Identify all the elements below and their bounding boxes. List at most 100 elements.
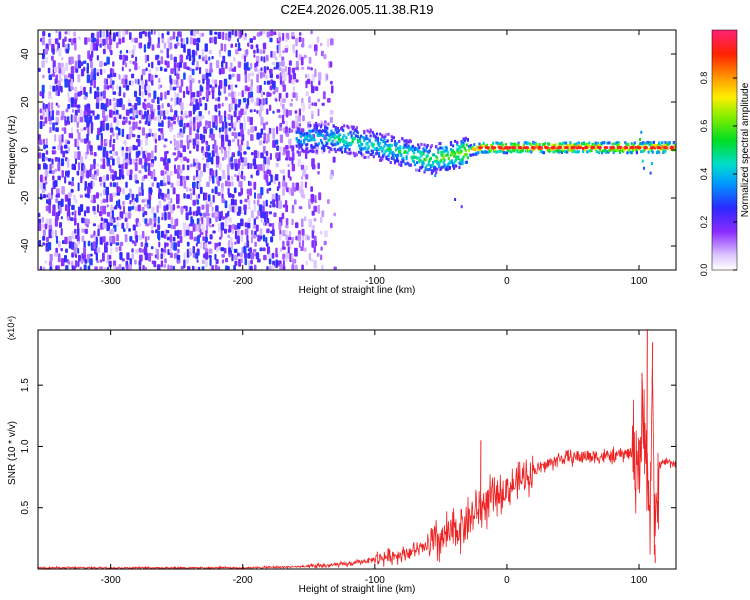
noise-cell (61, 66, 66, 76)
signal-cell (385, 132, 388, 136)
noise-cell (188, 252, 192, 256)
noise-cell (97, 204, 99, 213)
noise-cell (92, 223, 96, 227)
noise-cell (231, 228, 234, 234)
noise-cell (252, 248, 257, 253)
noise-cell (160, 170, 165, 176)
signal-cell (422, 152, 425, 156)
noise-cell (214, 31, 218, 35)
noise-cell (265, 74, 269, 80)
signal-cell (418, 169, 421, 172)
noise-cell (249, 163, 253, 169)
noise-cell (221, 67, 225, 75)
noise-cell (265, 237, 268, 244)
noise-cell (231, 181, 234, 187)
noise-cell (234, 132, 238, 139)
signal-cell (434, 165, 437, 169)
signal-cell (673, 143, 676, 147)
noise-cell (79, 266, 82, 270)
noise-cell (215, 121, 218, 128)
noise-cell (267, 246, 271, 255)
noise-cell (99, 236, 103, 245)
noise-cell (112, 144, 115, 153)
noise-cell (276, 199, 279, 209)
noise-cell (147, 63, 151, 68)
noise-cell (192, 97, 196, 103)
noise-cell (128, 120, 131, 125)
noise-cell (269, 204, 272, 208)
noise-cell (263, 56, 266, 63)
noise-cell (47, 158, 52, 162)
signal-cell (448, 160, 451, 164)
noise-cell (259, 132, 262, 139)
signal-cell (469, 144, 473, 148)
noise-cell (234, 260, 238, 266)
snr-multiplier: (x10⁴) (6, 316, 16, 340)
noise-cell (90, 61, 93, 69)
noise-cell (138, 260, 142, 266)
noise-cell (199, 84, 202, 93)
signal-cell (383, 144, 386, 148)
noise-cell (326, 74, 329, 80)
noise-cell (212, 230, 216, 234)
noise-cell (284, 230, 288, 234)
noise-cell (166, 230, 170, 234)
noise-cell (68, 181, 71, 185)
noise-cell (186, 66, 190, 71)
noise-cell (60, 247, 63, 252)
noise-cell (161, 33, 164, 40)
noise-cell (96, 55, 99, 61)
noise-cell (311, 74, 315, 82)
signal-cell (442, 165, 445, 169)
noise-cell (48, 38, 52, 46)
signal-cell (649, 171, 652, 175)
noise-cell (249, 265, 253, 270)
signal-cell (597, 144, 600, 147)
noise-cell (160, 157, 164, 162)
signal-cell (355, 153, 358, 157)
noise-cell (131, 133, 136, 138)
noise-cell (198, 234, 201, 238)
noise-cell (47, 67, 51, 74)
signal-cell (390, 156, 393, 160)
noise-cell (79, 90, 83, 96)
noise-cell (320, 216, 323, 224)
signal-cell (589, 145, 592, 149)
noise-cell (233, 121, 237, 128)
signal-cell (300, 147, 304, 151)
signal-cell (387, 132, 390, 136)
noise-cell (198, 79, 201, 84)
signal-cell (453, 166, 456, 170)
noise-cell (308, 96, 311, 104)
noise-cell (94, 174, 98, 181)
noise-cell (87, 127, 90, 136)
noise-cell (153, 30, 156, 35)
noise-cell (92, 74, 97, 81)
signal-cell (326, 126, 329, 130)
noise-cell (92, 37, 97, 43)
noise-cell (160, 97, 163, 101)
noise-cell (262, 98, 265, 106)
signal-cell (614, 147, 617, 151)
noise-cell (233, 127, 236, 132)
signal-cell (434, 174, 437, 177)
noise-cell (141, 91, 144, 98)
noise-cell (99, 259, 103, 263)
noise-cell (250, 134, 254, 141)
noise-cell (257, 210, 261, 217)
noise-cell (128, 102, 132, 107)
noise-cell (77, 162, 81, 171)
noise-cell (131, 104, 135, 109)
noise-cell (137, 150, 141, 156)
signal-cell (509, 146, 512, 149)
noise-cell (192, 211, 195, 216)
noise-cell (222, 174, 226, 180)
noise-cell (228, 204, 233, 212)
noise-cell (54, 180, 58, 187)
noise-cell (186, 158, 190, 163)
noise-cell (308, 219, 313, 228)
noise-cell (271, 252, 275, 259)
noise-cell (233, 187, 237, 194)
noise-cell (250, 174, 253, 179)
noise-cell (250, 62, 253, 70)
